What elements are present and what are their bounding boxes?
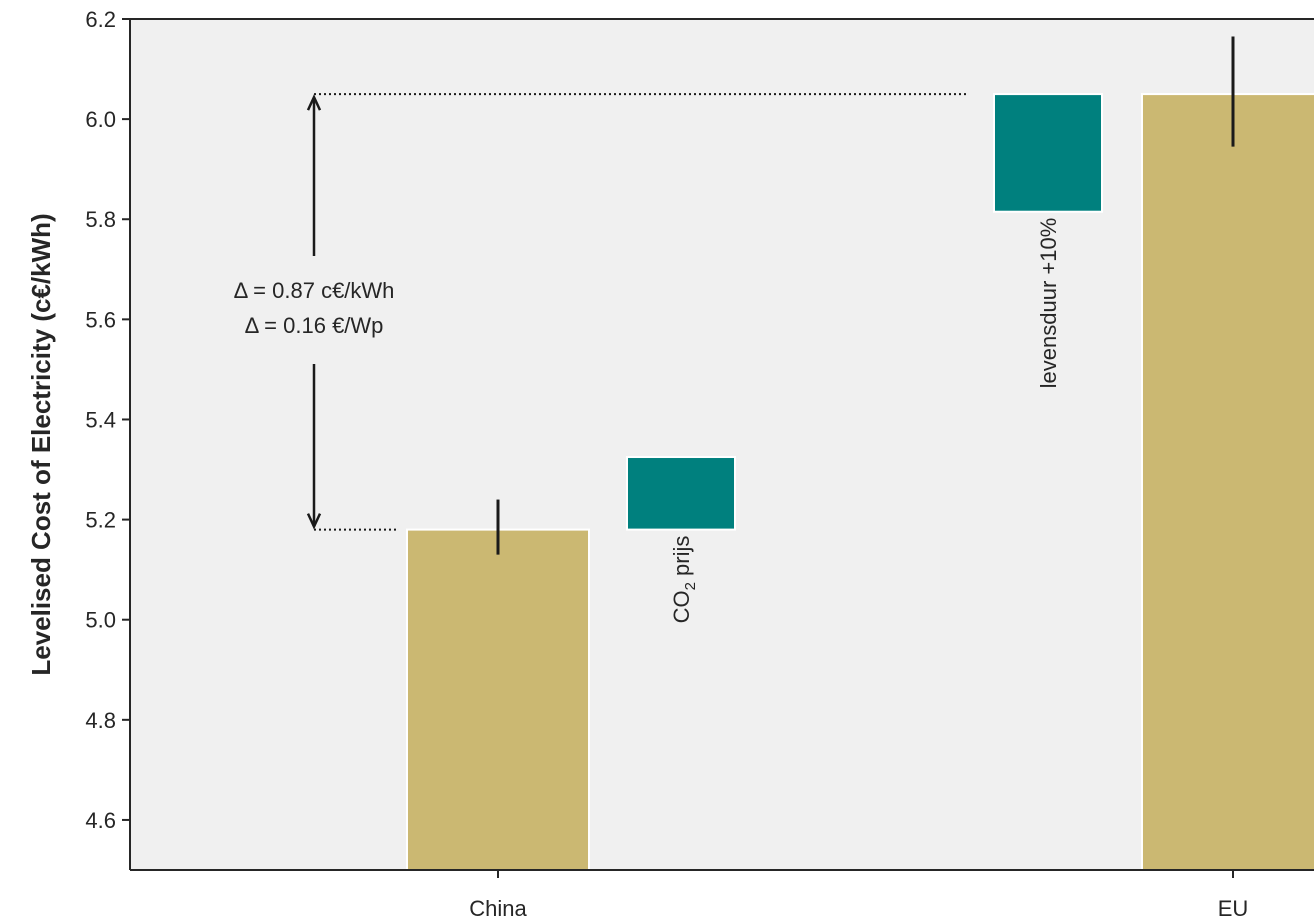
bar-eu xyxy=(1141,93,1314,871)
axes-layer: China EU 4.6 4.8 5.0 5.2 5.4 5.6 5.8 6.0 6.2 xyxy=(85,7,1314,919)
y-axis-label: Levelised Cost of Electricity (c€/kWh) xyxy=(26,213,56,675)
step-box-1 xyxy=(626,456,736,531)
y-tick-label: 5.6 xyxy=(85,307,116,332)
steps-layer: CO2 prijs levensduur +10% xyxy=(626,93,1103,624)
annotation-layer: Δ = 0.87 c€/kWh Δ = 0.16 €/Wp xyxy=(234,93,968,531)
bars-layer xyxy=(406,93,1314,871)
step-box-2 xyxy=(993,93,1103,213)
y-tick-label: 5.0 xyxy=(85,608,116,633)
y-tick-label: 6.0 xyxy=(85,107,116,132)
bar-china xyxy=(406,528,590,871)
y-tick-label: 5.8 xyxy=(85,207,116,232)
y-tick-label: 5.2 xyxy=(85,508,116,533)
y-tick-label: 6.2 xyxy=(85,7,116,32)
error-bars-layer xyxy=(496,36,1235,555)
y-tick-label: 4.8 xyxy=(85,708,116,733)
delta-text-kwh: Δ = 0.87 c€/kWh xyxy=(234,278,395,303)
delta-arrowhead-up xyxy=(306,94,322,111)
y-tick-label: 5.4 xyxy=(85,407,116,432)
y-tick-label: 4.6 xyxy=(85,808,116,833)
delta-text-wp: Δ = 0.16 €/Wp xyxy=(245,313,384,338)
step-label-2: levensduur +10% xyxy=(1036,218,1061,389)
delta-arrowhead-down xyxy=(306,513,322,530)
step-label-1: CO2 prijs xyxy=(669,536,699,624)
x-tick-label-eu: EU xyxy=(1218,896,1249,919)
plot-background xyxy=(130,19,1314,870)
x-tick-label-china: China xyxy=(469,896,527,919)
